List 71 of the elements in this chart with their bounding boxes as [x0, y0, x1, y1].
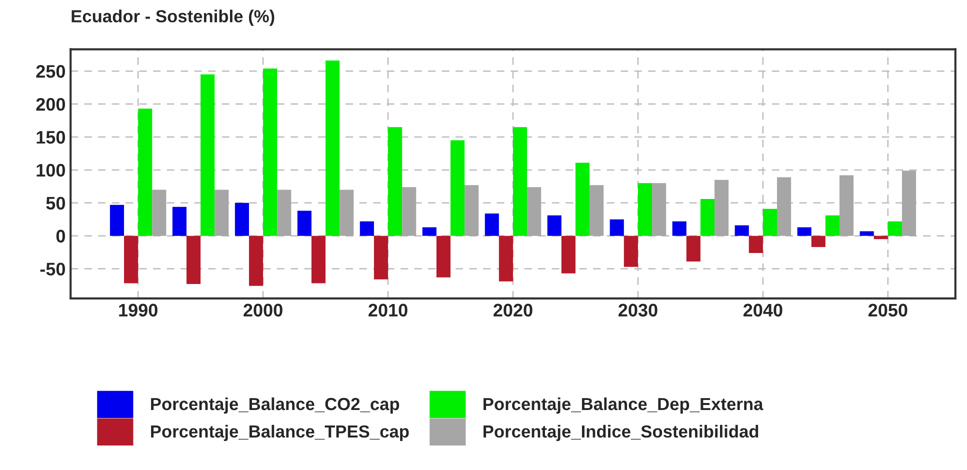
bar [374, 236, 388, 280]
bar [590, 185, 604, 236]
bar [638, 183, 652, 236]
y-tick-label: 100 [36, 164, 65, 177]
bar [902, 170, 916, 236]
bar [797, 227, 812, 236]
bar [498, 236, 513, 282]
bar [527, 187, 542, 236]
bar [610, 219, 624, 236]
bar [512, 127, 528, 236]
bar [297, 210, 312, 236]
bar [748, 236, 763, 253]
bar [811, 236, 826, 248]
bar [714, 180, 729, 236]
bar [672, 221, 686, 236]
legend-label: Porcentaje_Indice_Sostenibilidad [484, 424, 758, 442]
bar [652, 183, 666, 236]
bar [547, 215, 562, 236]
bar [248, 236, 264, 286]
bar [152, 190, 166, 236]
x-tick-label: 2030 [618, 304, 658, 317]
bar [277, 190, 292, 236]
y-tick-label: 250 [36, 65, 65, 78]
bar [234, 202, 249, 236]
bar [388, 127, 402, 236]
x-tick-label: 2010 [368, 304, 408, 317]
bar [436, 236, 451, 278]
bar [700, 198, 715, 236]
bar [263, 68, 278, 236]
bar [624, 236, 638, 267]
bar [450, 140, 465, 236]
bar [138, 108, 152, 236]
bar [422, 227, 436, 236]
y-tick-label: 150 [36, 130, 65, 144]
bar [124, 236, 138, 284]
x-tick-label: 1990 [119, 304, 158, 317]
legend-label: Porcentaje_Balance_TPES_cap [151, 424, 409, 442]
x-tick-label: 2050 [868, 304, 908, 317]
bar [825, 215, 840, 236]
bar [561, 236, 576, 274]
bar [734, 225, 749, 236]
legend-label: Porcentaje_Balance_CO2_cap [151, 397, 400, 414]
bar [575, 162, 590, 236]
bar [888, 221, 902, 236]
bar [214, 190, 229, 236]
bar [686, 236, 700, 262]
bar [110, 204, 124, 236]
bar [311, 236, 326, 284]
bar [402, 187, 416, 236]
legend-label: Porcentaje_Balance_Dep_Externa [484, 397, 764, 414]
y-tick-label: 200 [36, 98, 65, 111]
y-tick-label: -50 [40, 262, 65, 276]
bar [762, 208, 777, 236]
bar [860, 231, 874, 236]
bar [464, 185, 479, 236]
x-tick-label: 2020 [494, 304, 532, 317]
bar [360, 221, 374, 236]
y-tick-label: 0 [56, 230, 65, 243]
bar [186, 236, 201, 284]
x-tick-label: 2040 [743, 304, 782, 317]
bar [172, 206, 187, 236]
bar [326, 60, 340, 236]
bar [340, 190, 354, 236]
bar [874, 236, 888, 240]
bar [200, 74, 215, 236]
y-tick-label: 50 [46, 196, 65, 210]
bar [839, 175, 854, 236]
chart-title: Ecuador - Sostenible (%) [72, 10, 274, 26]
x-tick-label: 2000 [244, 304, 282, 317]
bar [484, 213, 499, 236]
bar [777, 177, 792, 236]
